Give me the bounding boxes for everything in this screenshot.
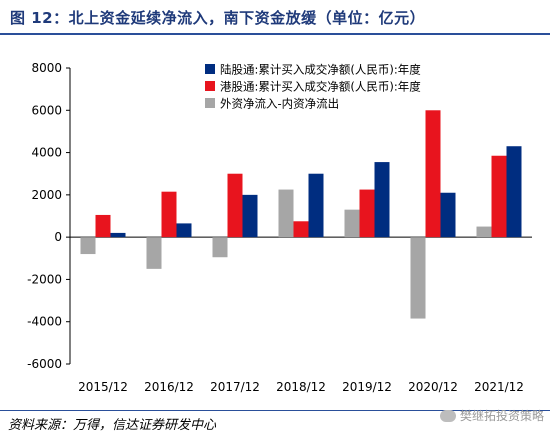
legend-northbound-swatch	[205, 64, 215, 74]
watermark: 樊继拓投资策略	[439, 407, 544, 424]
footer-rule	[0, 410, 550, 411]
northbound-bar	[110, 232, 126, 238]
x-tick-label: 2020/12	[408, 380, 458, 394]
bar-chart: -6000 -4000 -2000 0 2000 4000 6000 8000 2015/12…	[27, 61, 532, 394]
x-tick-label: 2017/12	[210, 380, 260, 394]
northbound-bar	[176, 223, 192, 238]
x-tick-label: 2015/12	[78, 380, 128, 394]
x-tick-label: 2016/12	[144, 380, 194, 394]
legend-southbound-swatch	[205, 81, 215, 91]
northbound-bar	[242, 194, 258, 238]
legend-net-flow-swatch	[205, 98, 215, 108]
x-tick-label: 2018/12	[276, 380, 326, 394]
net-flow-bar	[344, 209, 360, 238]
y-tick-label: 2000	[31, 188, 62, 202]
northbound-bar	[374, 162, 390, 238]
x-axis-labels: 2015/12 2016/12 2017/12 2018/12 2019/12 2020/…	[78, 380, 524, 394]
wechat-icon	[439, 409, 456, 422]
y-tick-label: -6000	[27, 357, 62, 371]
southbound-bar	[491, 155, 507, 238]
y-tick-label: -2000	[27, 272, 62, 286]
southbound-bar	[161, 191, 177, 238]
southbound-bar	[293, 221, 309, 238]
net-flow-bar	[476, 226, 492, 238]
northbound-bar	[506, 146, 522, 238]
title-rule	[0, 33, 550, 35]
legend-northbound-label: 陆股通:累计买入成交净额(人民币):年度	[220, 63, 421, 77]
southbound-bar	[359, 189, 375, 238]
bars	[80, 110, 522, 319]
southbound-bar	[227, 173, 243, 238]
source-note: 资料来源：万得，信达证券研发中心	[8, 418, 217, 433]
y-tick-label: 4000	[31, 146, 62, 160]
y-tick-label: 0	[54, 230, 62, 244]
southbound-bar	[95, 214, 111, 238]
legend-net-flow-label: 外资净流入-内资净流出	[220, 97, 339, 111]
northbound-bar	[440, 192, 456, 238]
figure-title: 图 12：北上资金延续净流入，南下资金放缓（单位：亿元）	[10, 9, 426, 27]
net-flow-bar	[278, 189, 294, 238]
x-tick-label: 2021/12	[474, 380, 524, 394]
y-tick-label: -4000	[27, 315, 62, 329]
watermark-text: 樊继拓投资策略	[459, 409, 544, 423]
y-tick-label: 8000	[31, 61, 62, 75]
x-tick-label: 2019/12	[342, 380, 392, 394]
net-flow-bar	[212, 237, 228, 258]
net-flow-bar	[80, 237, 96, 255]
net-flow-bar	[146, 237, 162, 269]
southbound-bar	[425, 110, 441, 238]
net-flow-bar	[410, 237, 426, 319]
y-tick-label: 6000	[31, 103, 62, 117]
northbound-bar	[308, 173, 324, 238]
legend: 陆股通:累计买入成交净额(人民币):年度港股通:累计买入成交净额(人民币):年度…	[205, 63, 421, 111]
legend-southbound-label: 港股通:累计买入成交净额(人民币):年度	[220, 80, 421, 94]
